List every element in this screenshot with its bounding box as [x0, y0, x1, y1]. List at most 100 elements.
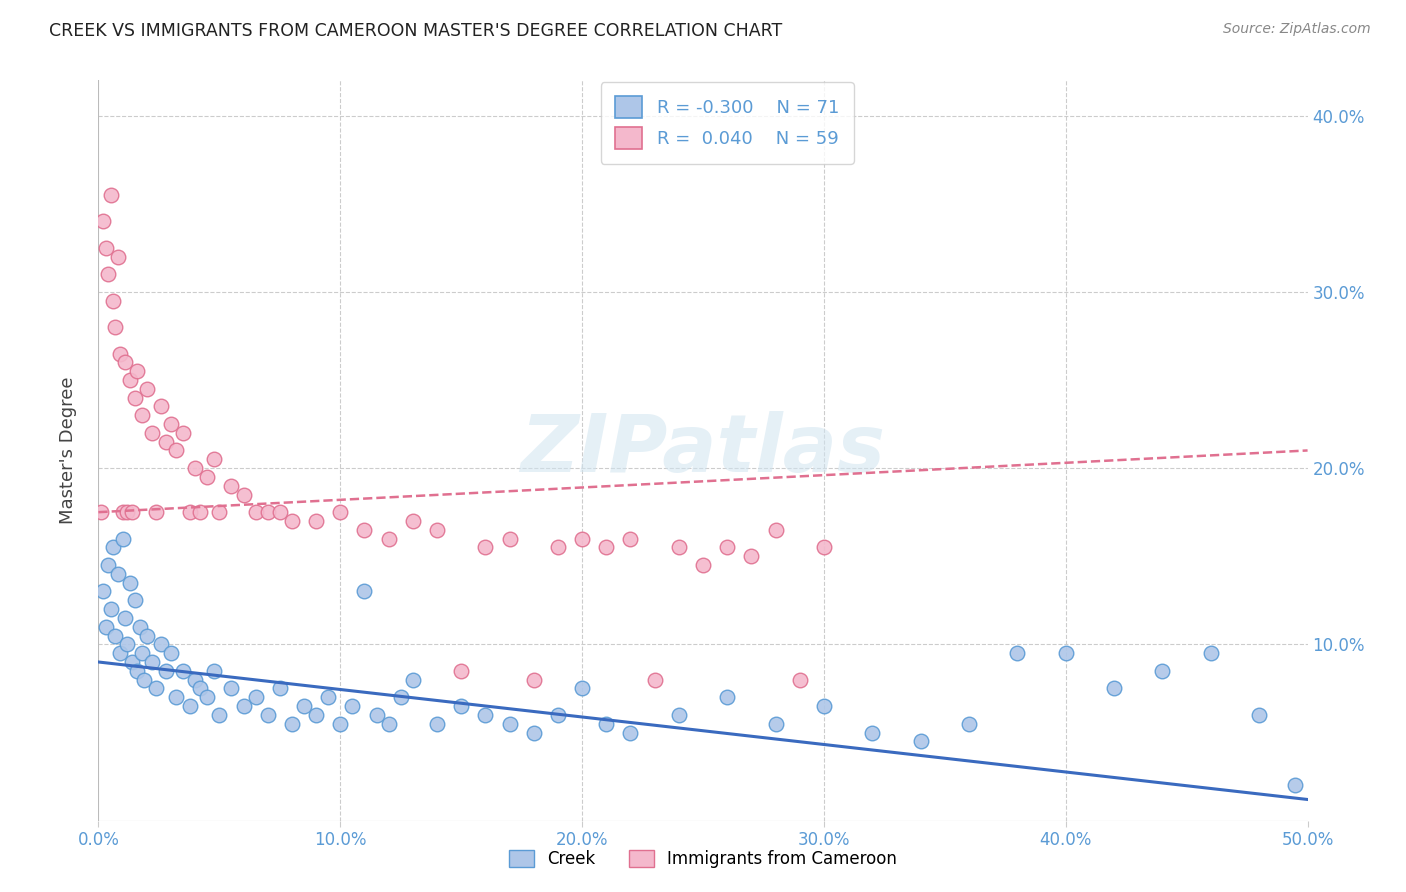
- Point: [402, 514, 425, 528]
- Point: [141, 655, 163, 669]
- Point: [716, 541, 738, 555]
- Point: [377, 532, 399, 546]
- Point: [188, 505, 211, 519]
- Point: [860, 725, 883, 739]
- Point: [208, 707, 231, 722]
- Point: [474, 541, 496, 555]
- Point: [450, 664, 472, 678]
- Point: [305, 707, 328, 722]
- Point: [108, 646, 131, 660]
- Point: [571, 681, 593, 696]
- Point: [716, 690, 738, 705]
- Point: [94, 620, 117, 634]
- Point: [245, 690, 267, 705]
- Point: [256, 505, 278, 519]
- Point: [523, 673, 546, 687]
- Point: [165, 690, 187, 705]
- Point: [957, 716, 980, 731]
- Point: [150, 400, 173, 414]
- Point: [111, 505, 134, 519]
- Text: CREEK VS IMMIGRANTS FROM CAMEROON MASTER'S DEGREE CORRELATION CHART: CREEK VS IMMIGRANTS FROM CAMEROON MASTER…: [49, 22, 783, 40]
- Point: [281, 716, 304, 731]
- Point: [117, 637, 139, 651]
- Point: [232, 699, 254, 714]
- Point: [107, 566, 129, 581]
- Point: [124, 593, 146, 607]
- Point: [813, 541, 835, 555]
- Legend: R = -0.300    N = 71, R =  0.040    N = 59: R = -0.300 N = 71, R = 0.040 N = 59: [600, 82, 853, 164]
- Point: [498, 532, 520, 546]
- Point: [342, 699, 364, 714]
- Point: [195, 690, 218, 705]
- Point: [160, 646, 183, 660]
- Point: [108, 346, 131, 360]
- Point: [101, 541, 124, 555]
- Point: [619, 532, 641, 546]
- Point: [547, 541, 569, 555]
- Point: [256, 707, 278, 722]
- Point: [595, 541, 617, 555]
- Point: [316, 690, 339, 705]
- Point: [644, 673, 666, 687]
- Point: [692, 558, 714, 572]
- Point: [765, 716, 787, 731]
- Point: [91, 584, 114, 599]
- Point: [292, 699, 315, 714]
- Point: [94, 241, 117, 255]
- Point: [402, 673, 425, 687]
- Point: [131, 646, 153, 660]
- Y-axis label: Master's Degree: Master's Degree: [59, 376, 77, 524]
- Point: [232, 487, 254, 501]
- Point: [353, 584, 375, 599]
- Point: [127, 364, 149, 378]
- Point: [547, 707, 569, 722]
- Point: [145, 505, 167, 519]
- Point: [111, 532, 134, 546]
- Point: [160, 417, 183, 431]
- Point: [124, 391, 146, 405]
- Point: [100, 187, 122, 202]
- Point: [150, 637, 173, 651]
- Point: [329, 505, 352, 519]
- Point: [134, 673, 156, 687]
- Point: [498, 716, 520, 731]
- Point: [221, 479, 243, 493]
- Point: [740, 549, 762, 564]
- Point: [141, 425, 163, 440]
- Point: [595, 716, 617, 731]
- Text: Source: ZipAtlas.com: Source: ZipAtlas.com: [1223, 22, 1371, 37]
- Point: [426, 716, 449, 731]
- Point: [305, 514, 328, 528]
- Point: [1007, 646, 1029, 660]
- Point: [107, 250, 129, 264]
- Point: [1102, 681, 1125, 696]
- Point: [91, 214, 114, 228]
- Point: [208, 505, 231, 519]
- Point: [789, 673, 811, 687]
- Point: [1249, 707, 1271, 722]
- Point: [450, 699, 472, 714]
- Point: [131, 408, 153, 422]
- Point: [813, 699, 835, 714]
- Point: [172, 425, 194, 440]
- Point: [269, 505, 291, 519]
- Point: [135, 628, 157, 642]
- Point: [114, 611, 136, 625]
- Point: [474, 707, 496, 722]
- Point: [145, 681, 167, 696]
- Point: [155, 664, 177, 678]
- Point: [128, 620, 150, 634]
- Point: [155, 434, 177, 449]
- Point: [245, 505, 267, 519]
- Point: [1199, 646, 1222, 660]
- Point: [118, 373, 141, 387]
- Point: [204, 664, 226, 678]
- Point: [195, 470, 218, 484]
- Point: [619, 725, 641, 739]
- Point: [1054, 646, 1077, 660]
- Point: [329, 716, 352, 731]
- Point: [184, 673, 207, 687]
- Legend: Creek, Immigrants from Cameroon: Creek, Immigrants from Cameroon: [502, 843, 904, 875]
- Point: [127, 664, 149, 678]
- Point: [910, 734, 932, 748]
